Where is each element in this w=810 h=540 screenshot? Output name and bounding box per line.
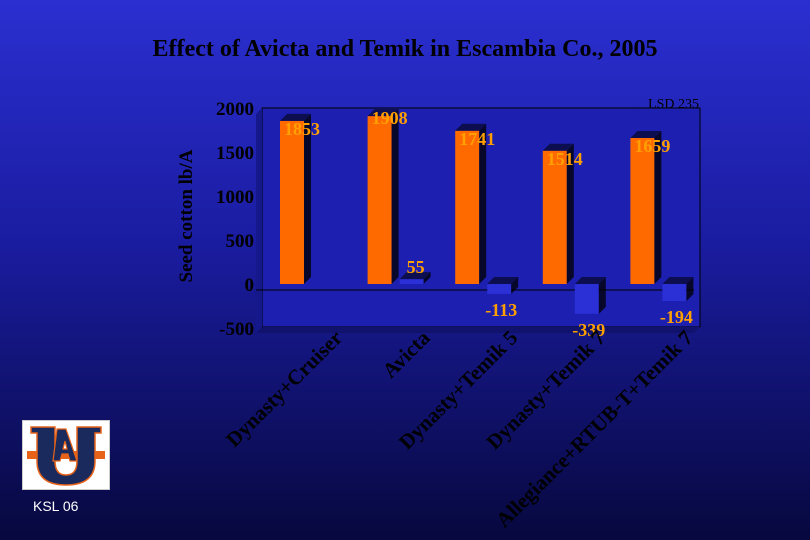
y-tick-label: 2000: [216, 99, 254, 120]
bar-secondary-side: [598, 277, 606, 314]
value-label: 55: [407, 257, 425, 277]
chart-title: Effect of Avicta and Temik in Escambia C…: [152, 36, 658, 62]
bar-primary-side: [566, 143, 574, 284]
value-label: -339: [572, 320, 605, 340]
y-tick-label: 500: [226, 231, 255, 252]
bar-secondary-top: [574, 277, 606, 284]
bar-primary-top: [542, 143, 574, 151]
value-label: -194: [660, 307, 693, 327]
value-label: -113: [485, 300, 517, 320]
y-tick-label: 0: [245, 275, 255, 296]
footer-text: KSL 06: [33, 498, 79, 514]
bar-secondary-top: [399, 272, 431, 280]
bar-primary: [455, 130, 480, 284]
bar-secondary-top: [487, 277, 519, 284]
logo-u: [30, 426, 102, 486]
bar-primary-side: [304, 113, 311, 284]
value-label: 1853: [284, 119, 320, 139]
bar-primary: [542, 150, 567, 284]
au-logo: [22, 420, 110, 490]
bar-secondary-side: [511, 277, 519, 294]
bar-secondary: [487, 284, 512, 294]
bar-primary-top: [455, 123, 487, 131]
y-tick-label: -500: [219, 319, 254, 340]
bar-secondary: [574, 284, 599, 314]
x-tick-label: Avicta: [378, 325, 435, 382]
y-tick-label: 1500: [216, 143, 254, 164]
plot-floor: [256, 327, 700, 333]
bar-primary-top: [367, 109, 399, 117]
bar-primary-top: [630, 131, 662, 139]
bar-primary-side: [654, 131, 662, 284]
value-label: 1741: [459, 129, 495, 149]
bar-primary-side: [479, 123, 487, 285]
bar-primary: [630, 138, 655, 284]
x-tick-label: Dynasty+Cruiser: [221, 326, 347, 452]
bar-primary: [367, 116, 392, 284]
bar-secondary: [662, 284, 687, 302]
y-tick-label: 1000: [216, 187, 254, 208]
bar-secondary-side: [686, 277, 694, 302]
bar-secondary-side: [423, 272, 431, 284]
bar-primary-top: [280, 113, 311, 121]
logo-a: [52, 428, 78, 462]
bars-group: 1853 1908 55 1741 -113 1514 -339 1659 -194: [280, 108, 694, 340]
y-axis-label: Seed cotton lb/A: [176, 149, 197, 282]
y-tick-labels: 2000 1500 1000 500 0 -500: [216, 99, 254, 340]
value-label: 1908: [372, 108, 408, 128]
bar-secondary: [399, 279, 424, 284]
value-label: 1659: [634, 136, 670, 156]
bar-primary-side: [391, 109, 399, 284]
plot-side-wall: [256, 108, 262, 333]
bar-secondary-top: [662, 277, 694, 284]
bar-primary: [280, 120, 304, 284]
logo-bar: [27, 451, 105, 459]
lsd-annotation: LSD 235: [648, 97, 699, 112]
value-label: 1514: [547, 149, 583, 169]
